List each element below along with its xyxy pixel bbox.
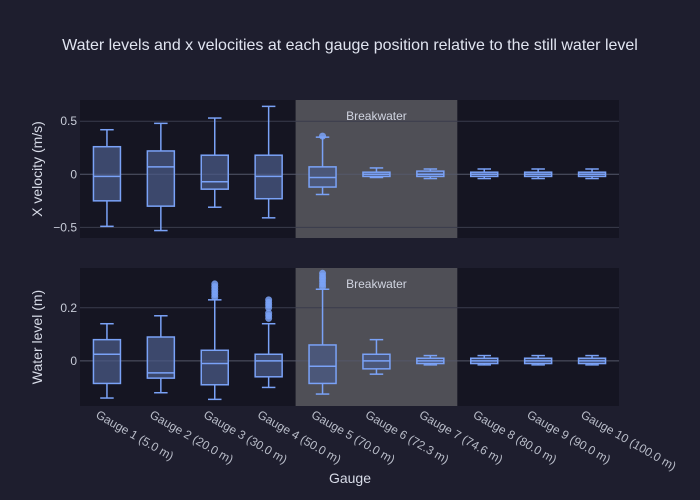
box-1 — [92, 322, 122, 399]
outlier-point — [265, 309, 273, 317]
box-5 — [308, 269, 337, 395]
box-3 — [200, 117, 229, 208]
interquartile-box — [146, 150, 176, 207]
y-tick-label: 0 — [70, 354, 77, 368]
box-5 — [308, 132, 337, 196]
box-6 — [362, 167, 391, 179]
interquartile-box — [92, 338, 122, 385]
x-tick-label: Gauge 10 (100.0 m) — [579, 407, 679, 473]
water-level-panel: 0 0.2 Breakwater Water level (m) — [29, 268, 619, 406]
box-2 — [146, 122, 176, 232]
interquartile-box — [254, 353, 283, 378]
box-1 — [92, 128, 122, 228]
box-4 — [254, 296, 283, 389]
box-9 — [523, 354, 553, 366]
interquartile-box — [146, 336, 176, 379]
y-tick-label: 0 — [70, 167, 77, 181]
velocity-panel: −0.5 0 0.5 Breakwater X velocity (m/s) — [29, 100, 619, 238]
box-7 — [416, 168, 445, 180]
y-tick-label: 0.2 — [60, 301, 77, 315]
box-2 — [146, 315, 176, 394]
box-8 — [470, 354, 499, 366]
box-7 — [416, 354, 445, 366]
box-10 — [577, 354, 607, 366]
box-4 — [254, 105, 283, 219]
x-axis-title: Gauge — [329, 470, 371, 486]
interquartile-box — [200, 154, 229, 190]
box-10 — [577, 168, 607, 180]
breakwater-label: Breakwater — [346, 277, 407, 291]
y-tick-label: 0.5 — [60, 114, 77, 128]
x-category-labels: Gauge 1 (5.0 m)Gauge 2 (20.0 m)Gauge 3 (… — [93, 407, 678, 473]
interquartile-box — [92, 145, 122, 202]
outlier-point — [211, 280, 219, 288]
box-8 — [470, 168, 499, 180]
interquartile-box — [200, 349, 229, 386]
interquartile-box — [308, 344, 337, 385]
y-tick-label: −0.5 — [53, 220, 77, 234]
outlier-point — [265, 296, 273, 304]
chart-title: Water levels and x velocities at each ga… — [62, 37, 638, 54]
y-axis-title: Water level (m) — [29, 290, 45, 384]
y-axis-title: X velocity (m/s) — [29, 121, 45, 217]
outlier-point — [319, 132, 327, 140]
box-6 — [362, 338, 391, 375]
breakwater-label: Breakwater — [346, 109, 407, 123]
box-3 — [200, 280, 229, 401]
box-9 — [523, 168, 553, 180]
outlier-point — [319, 269, 327, 277]
